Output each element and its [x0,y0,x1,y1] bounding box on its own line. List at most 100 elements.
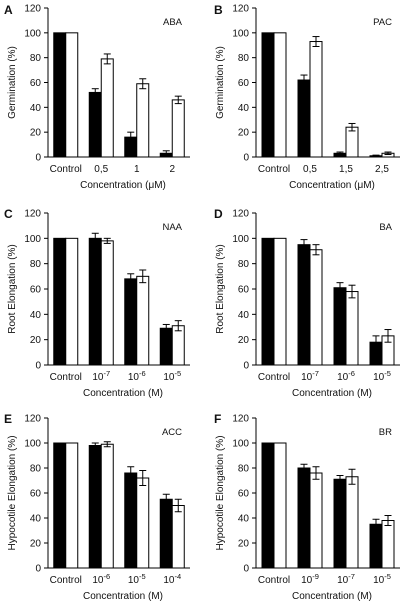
bar [100,240,114,366]
bar [124,472,138,569]
x-axis-label: Concentration (μM) [80,180,166,191]
bar [171,99,185,158]
x-axis-label: Concentration (M) [83,388,163,399]
bar [88,237,102,366]
x-tick-exponent: -5 [174,369,181,378]
panel-letter: C [4,207,13,221]
y-tick-label: 60 [30,285,42,296]
x-tick-label: 2,5 [375,164,389,175]
y-axis-label: Germination (%) [7,46,18,119]
x-tick-exponent: -7 [348,572,355,581]
y-tick-label: 20 [238,539,250,550]
x-tick-label: Control [50,372,82,383]
y-tick-label: 60 [238,489,250,500]
x-tick-label: Control [50,164,82,175]
x-tick-label: 10-6 [337,369,355,383]
y-axis-label: Root Elongation (%) [7,244,18,334]
x-tick-exponent: -6 [348,369,355,378]
y-tick-label: 120 [232,4,249,15]
bar [171,505,185,569]
x-tick-label: Control [258,372,290,383]
y-tick-label: 0 [35,153,41,164]
x-tick-label: 0,5 [94,164,108,175]
bar [333,478,347,569]
bar [261,442,275,569]
x-tick-label: Control [50,575,82,586]
treatment-label: NAA [162,222,182,233]
y-tick-label: 0 [35,361,41,372]
bar [124,278,138,366]
panel-letter: D [214,207,223,221]
bar [273,442,287,569]
bar [65,442,79,569]
bar [136,275,150,366]
bar [261,237,275,366]
x-tick-label: 10-7 [92,369,110,383]
y-tick-label: 0 [35,564,41,575]
bar [100,58,114,158]
x-tick-label: 10-4 [163,572,181,586]
y-tick-label: 120 [24,209,41,220]
y-tick-label: 40 [30,310,42,321]
y-tick-label: 20 [30,539,42,550]
y-tick-label: 100 [232,439,249,450]
panel-d: D BA 0 20 40 60 80 100 120 Root Elongation (%) Con… [214,207,400,399]
bar [136,477,150,569]
y-tick-label: 0 [243,361,249,372]
bar [65,32,79,158]
x-tick-label: 10-6 [92,572,110,586]
y-tick-label: 60 [30,489,42,500]
x-tick-label: 10-7 [337,572,355,586]
y-tick-label: 100 [232,28,249,39]
x-tick-label: 10-7 [301,369,319,383]
bar [159,327,173,366]
bar [369,523,383,569]
x-axis-label: Concentration (M) [292,388,372,399]
x-tick-exponent: -5 [139,572,146,581]
y-tick-label: 40 [238,103,250,114]
panel-letter: E [4,412,12,426]
x-tick-exponent: -7 [312,369,319,378]
y-tick-label: 20 [30,128,42,139]
bar [261,32,275,158]
y-tick-label: 40 [30,514,42,525]
bar [345,291,359,366]
panel-b: B PAC 0 20 40 60 80 100 120 Germination (%) Contro… [214,3,400,191]
y-tick-label: 80 [30,259,42,270]
x-tick-exponent: -6 [103,572,110,581]
treatment-label: BR [379,427,392,438]
bar [273,32,287,158]
y-tick-label: 20 [30,335,42,346]
x-tick-label: 0,5 [303,164,317,175]
y-tick-label: 40 [238,310,250,321]
panel-f: F BR 0 20 40 60 80 100 120 Hypocotile Elongation … [214,412,400,602]
bar [273,237,287,366]
y-tick-label: 120 [232,209,249,220]
x-tick-exponent: -5 [384,369,391,378]
x-axis-label: Concentration (μM) [289,180,375,191]
treatment-label: ABA [163,17,183,28]
panel-letter: B [214,3,223,17]
y-tick-label: 20 [238,128,250,139]
x-tick-exponent: -6 [139,369,146,378]
panel-c: C NAA 0 20 40 60 80 100 120 Root Elongation (%) Co… [4,207,190,399]
x-tick-label: 10-5 [373,572,391,586]
y-tick-label: 120 [24,4,41,15]
x-tick-label: 10-5 [128,572,146,586]
bar [381,520,395,569]
y-tick-label: 0 [243,153,249,164]
y-tick-label: 100 [24,234,41,245]
bar [309,472,323,569]
y-tick-label: 60 [238,285,250,296]
y-axis-label: Germination (%) [215,46,226,119]
bar [309,249,323,366]
y-tick-label: 80 [238,259,250,270]
bar [171,325,185,366]
bar [309,41,323,158]
panel-e: E ACC 0 20 40 60 80 100 120 Hypocotile Elongation… [4,412,190,602]
bar [345,126,359,158]
y-tick-label: 80 [238,464,250,475]
x-tick-label: 1,5 [339,164,353,175]
x-tick-label: 1 [134,164,140,175]
y-tick-label: 20 [238,335,250,346]
